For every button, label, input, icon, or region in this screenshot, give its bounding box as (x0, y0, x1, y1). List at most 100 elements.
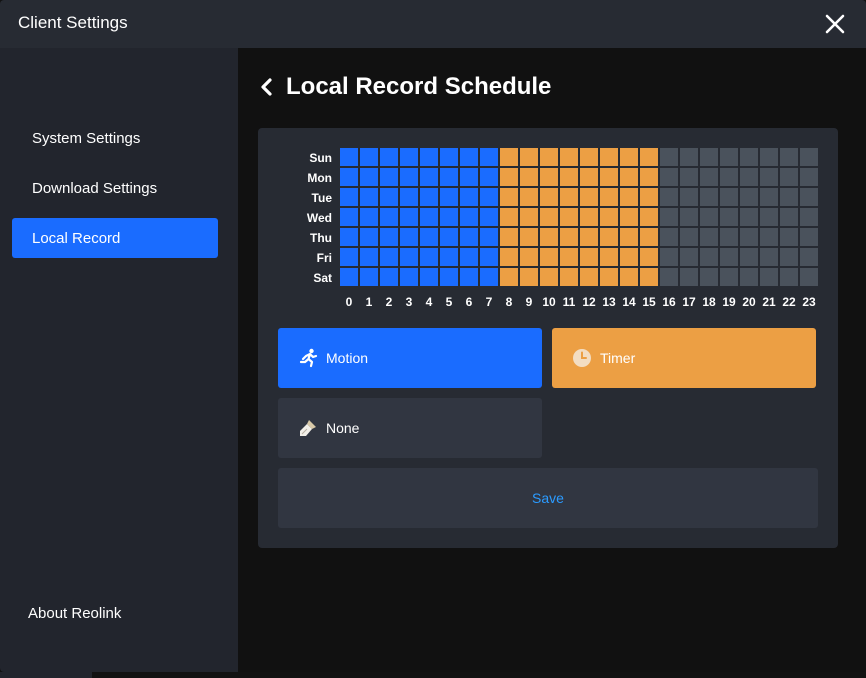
schedule-cell[interactable] (500, 228, 518, 246)
schedule-cell[interactable] (440, 228, 458, 246)
schedule-cell[interactable] (700, 268, 718, 286)
schedule-cell[interactable] (340, 168, 358, 186)
schedule-cell[interactable] (360, 268, 378, 286)
schedule-cell[interactable] (420, 248, 438, 266)
schedule-cell[interactable] (440, 148, 458, 166)
schedule-cell[interactable] (360, 208, 378, 226)
schedule-cell[interactable] (380, 228, 398, 246)
schedule-cell[interactable] (440, 248, 458, 266)
schedule-cell[interactable] (800, 268, 818, 286)
schedule-cell[interactable] (500, 188, 518, 206)
schedule-cell[interactable] (480, 268, 498, 286)
schedule-cell[interactable] (560, 268, 578, 286)
schedule-grid[interactable] (340, 148, 820, 288)
schedule-cell[interactable] (580, 248, 598, 266)
schedule-cell[interactable] (780, 268, 798, 286)
schedule-cell[interactable] (340, 228, 358, 246)
schedule-cell[interactable] (400, 208, 418, 226)
schedule-cell[interactable] (620, 228, 638, 246)
schedule-cell[interactable] (640, 188, 658, 206)
schedule-cell[interactable] (720, 268, 738, 286)
schedule-cell[interactable] (500, 148, 518, 166)
schedule-cell[interactable] (800, 168, 818, 186)
close-icon[interactable] (822, 11, 848, 37)
schedule-cell[interactable] (740, 168, 758, 186)
schedule-cell[interactable] (480, 188, 498, 206)
schedule-cell[interactable] (460, 168, 478, 186)
schedule-cell[interactable] (760, 268, 778, 286)
schedule-cell[interactable] (780, 248, 798, 266)
schedule-cell[interactable] (380, 168, 398, 186)
schedule-cell[interactable] (740, 148, 758, 166)
schedule-cell[interactable] (780, 228, 798, 246)
schedule-cell[interactable] (340, 248, 358, 266)
schedule-cell[interactable] (540, 188, 558, 206)
schedule-cell[interactable] (800, 148, 818, 166)
schedule-cell[interactable] (420, 228, 438, 246)
schedule-cell[interactable] (680, 228, 698, 246)
schedule-cell[interactable] (340, 148, 358, 166)
schedule-cell[interactable] (660, 168, 678, 186)
schedule-cell[interactable] (520, 188, 538, 206)
schedule-cell[interactable] (740, 228, 758, 246)
schedule-cell[interactable] (680, 208, 698, 226)
schedule-cell[interactable] (740, 268, 758, 286)
schedule-cell[interactable] (440, 168, 458, 186)
schedule-cell[interactable] (560, 148, 578, 166)
schedule-cell[interactable] (660, 208, 678, 226)
schedule-cell[interactable] (460, 248, 478, 266)
schedule-cell[interactable] (480, 168, 498, 186)
schedule-cell[interactable] (780, 188, 798, 206)
schedule-cell[interactable] (540, 228, 558, 246)
schedule-cell[interactable] (360, 228, 378, 246)
schedule-cell[interactable] (640, 268, 658, 286)
schedule-cell[interactable] (720, 168, 738, 186)
schedule-cell[interactable] (660, 228, 678, 246)
schedule-cell[interactable] (500, 208, 518, 226)
schedule-cell[interactable] (520, 228, 538, 246)
schedule-cell[interactable] (460, 268, 478, 286)
schedule-cell[interactable] (640, 148, 658, 166)
schedule-cell[interactable] (460, 228, 478, 246)
schedule-cell[interactable] (720, 208, 738, 226)
schedule-cell[interactable] (540, 208, 558, 226)
schedule-cell[interactable] (680, 188, 698, 206)
schedule-cell[interactable] (360, 168, 378, 186)
schedule-cell[interactable] (460, 148, 478, 166)
schedule-cell[interactable] (740, 208, 758, 226)
schedule-cell[interactable] (600, 168, 618, 186)
schedule-cell[interactable] (800, 188, 818, 206)
schedule-cell[interactable] (560, 228, 578, 246)
schedule-cell[interactable] (800, 248, 818, 266)
schedule-cell[interactable] (740, 248, 758, 266)
schedule-cell[interactable] (720, 248, 738, 266)
chevron-left-icon[interactable] (258, 77, 274, 97)
schedule-cell[interactable] (620, 148, 638, 166)
schedule-cell[interactable] (720, 188, 738, 206)
schedule-cell[interactable] (700, 228, 718, 246)
schedule-cell[interactable] (420, 168, 438, 186)
schedule-cell[interactable] (400, 228, 418, 246)
schedule-cell[interactable] (500, 268, 518, 286)
schedule-cell[interactable] (540, 168, 558, 186)
schedule-cell[interactable] (500, 168, 518, 186)
motion-mode-button[interactable]: Motion (278, 328, 542, 388)
schedule-cell[interactable] (420, 148, 438, 166)
sidebar-item-about[interactable]: About Reolink (28, 605, 122, 622)
schedule-cell[interactable] (680, 168, 698, 186)
schedule-cell[interactable] (660, 248, 678, 266)
schedule-cell[interactable] (520, 248, 538, 266)
none-mode-button[interactable]: None (278, 398, 542, 458)
schedule-cell[interactable] (520, 168, 538, 186)
schedule-cell[interactable] (480, 208, 498, 226)
schedule-cell[interactable] (580, 168, 598, 186)
schedule-cell[interactable] (760, 228, 778, 246)
schedule-cell[interactable] (340, 188, 358, 206)
schedule-cell[interactable] (420, 208, 438, 226)
schedule-cell[interactable] (520, 268, 538, 286)
schedule-cell[interactable] (640, 168, 658, 186)
schedule-cell[interactable] (360, 188, 378, 206)
schedule-cell[interactable] (580, 188, 598, 206)
schedule-cell[interactable] (380, 148, 398, 166)
schedule-cell[interactable] (440, 208, 458, 226)
